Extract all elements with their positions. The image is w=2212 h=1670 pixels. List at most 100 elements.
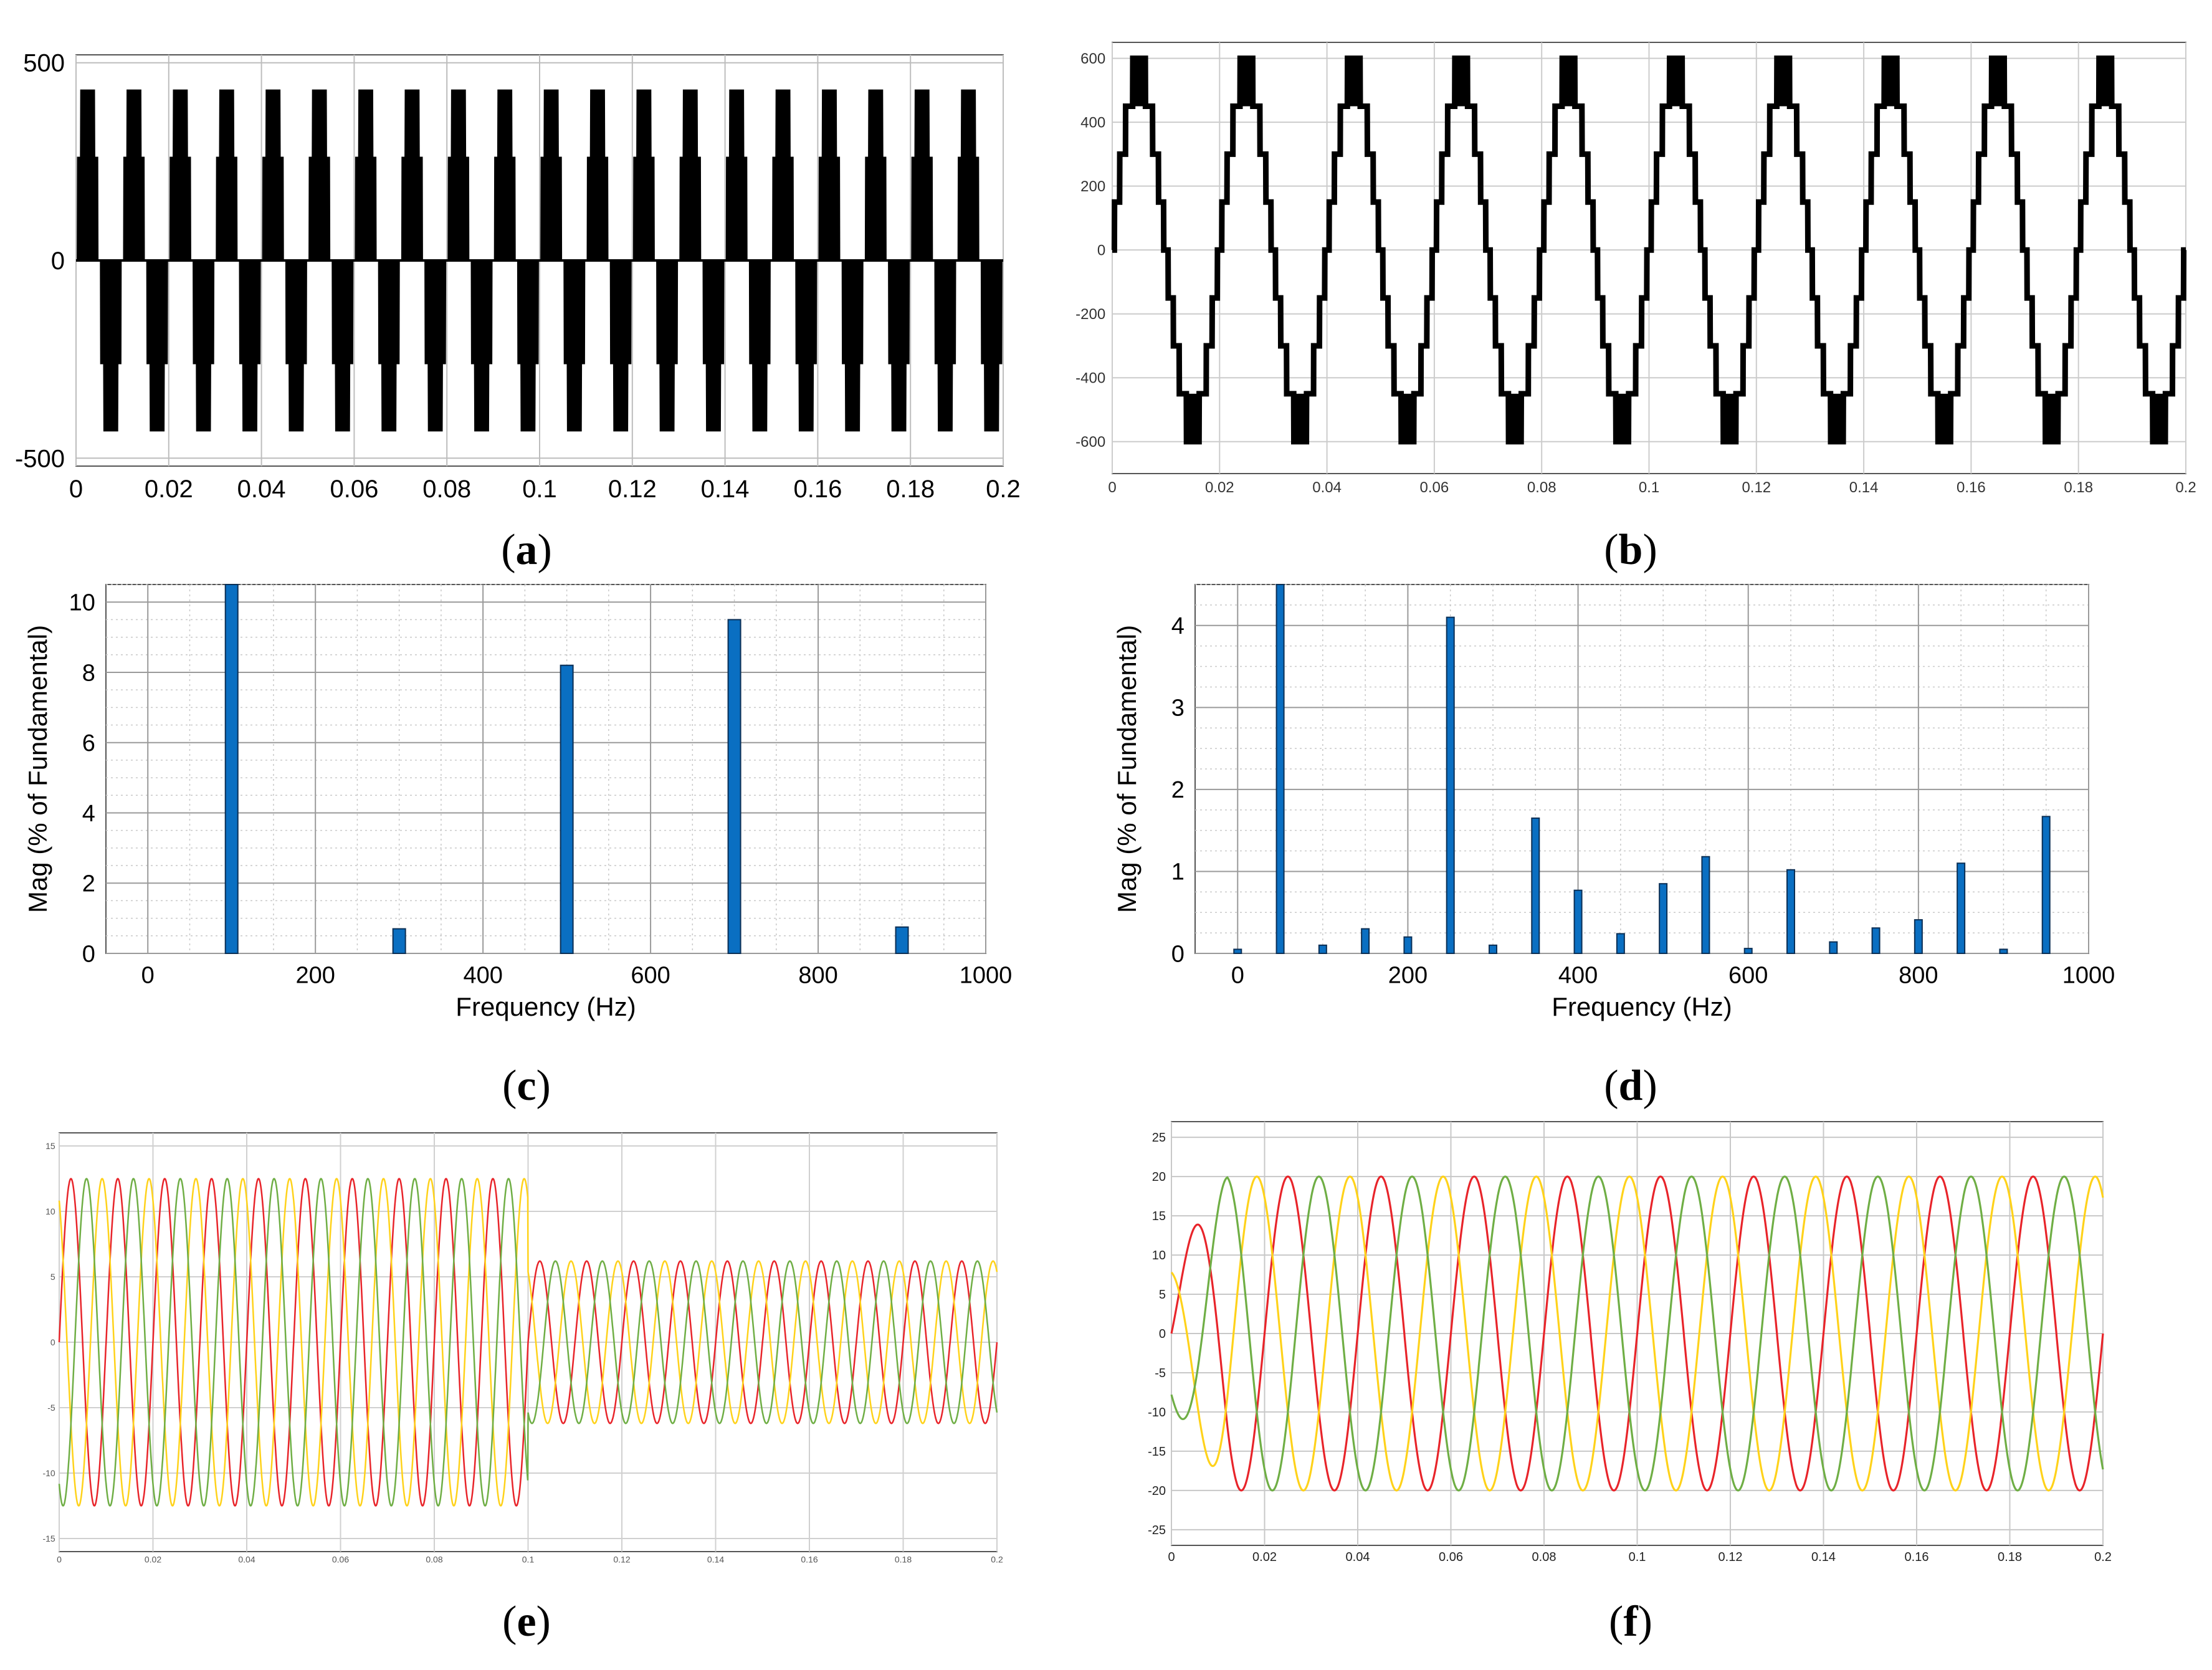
x-tick-label: 0.16 bbox=[1905, 1550, 1929, 1564]
y-tick-label: 4 bbox=[82, 801, 95, 827]
x-tick-label: 200 bbox=[295, 963, 335, 989]
x-tick-label: 0.16 bbox=[793, 475, 842, 503]
x-tick-label: 0 bbox=[141, 963, 155, 989]
panel-f-three-phase-current: 0 0.02 0.04 0.06 0.08 0.1 0.12 0.14 0.16 0.18 0.2 -… bbox=[1148, 1121, 2112, 1564]
x-tick-label: 0.1 bbox=[1629, 1550, 1646, 1564]
panel-d-harmonic-spectrum: 0 200 400 600 800 1000 0 1 2 3 4 Frequency (Hz) Mag … bbox=[1112, 584, 2115, 1021]
x-tick-label: 600 bbox=[631, 963, 670, 989]
harmonic-bar bbox=[1957, 862, 1966, 955]
y-tick-label: -200 bbox=[1075, 306, 1105, 323]
y-tick-label: 0 bbox=[50, 1337, 55, 1347]
y-tick-label: 25 bbox=[1152, 1131, 1166, 1145]
panel-a-voltage-waveform: 0 0.02 0.04 0.06 0.08 0.1 0.12 0.14 0.16 0.18 0.2 -… bbox=[15, 50, 1021, 503]
negative-peak-band bbox=[1937, 393, 1951, 442]
x-tick-label: 0.1 bbox=[522, 1555, 535, 1565]
x-tick-label: 0.12 bbox=[1742, 479, 1771, 496]
harmonic-bar bbox=[1446, 616, 1455, 954]
y-tick-label: 5 bbox=[50, 1272, 55, 1282]
series-phase-a bbox=[1170, 1175, 2104, 1492]
y-tick-label: 500 bbox=[23, 50, 65, 77]
x-tick-label: 0.02 bbox=[1252, 1550, 1277, 1564]
x-tick-label: 0.02 bbox=[145, 1555, 161, 1565]
x-tick-label: 0.06 bbox=[1439, 1550, 1463, 1564]
series-voltage bbox=[1111, 55, 2187, 445]
x-tick-label: 0 bbox=[1108, 479, 1116, 496]
y-tick-label: 200 bbox=[1080, 178, 1105, 195]
harmonic-bar bbox=[1531, 817, 1540, 955]
y-tick-label: 0 bbox=[1097, 242, 1105, 259]
y-tick-label: -15 bbox=[42, 1534, 55, 1544]
y-axis-label: Mag (% of Fundamental) bbox=[1112, 625, 1142, 913]
x-tick-label: 0.1 bbox=[522, 475, 557, 503]
x-axis-label: Frequency (Hz) bbox=[1552, 992, 1732, 1021]
negative-peak-band bbox=[1616, 393, 1629, 442]
harmonic-bar bbox=[224, 584, 239, 954]
negative-peak-band bbox=[1401, 393, 1414, 442]
harmonic-bar bbox=[2041, 816, 2051, 955]
harmonic-bar bbox=[1786, 869, 1795, 955]
harmonic-bar bbox=[1233, 948, 1242, 955]
x-tick-label: 0.06 bbox=[332, 1555, 349, 1565]
harmonic-bar bbox=[1275, 584, 1285, 954]
y-tick-label: 400 bbox=[1080, 115, 1105, 131]
x-tick-label: 0.1 bbox=[1639, 479, 1659, 496]
panel-c-label: (c) bbox=[502, 1062, 551, 1110]
x-tick-label: 0.08 bbox=[426, 1555, 442, 1565]
x-tick-label: 800 bbox=[798, 963, 837, 989]
x-tick-label: 0.14 bbox=[707, 1555, 724, 1565]
harmonic-bar bbox=[560, 664, 574, 954]
positive-peak-band bbox=[1347, 58, 1361, 107]
negative-peak-band bbox=[2152, 393, 2166, 442]
panel-c-harmonic-spectrum: 0 200 400 600 800 1000 0 2 4 6 8 10 Frequency (Hz) Ma… bbox=[23, 584, 1012, 1021]
x-tick-label: 0 bbox=[1231, 963, 1244, 989]
y-tick-label: 15 bbox=[45, 1141, 55, 1151]
x-tick-label: 0.02 bbox=[145, 475, 193, 503]
x-tick-label: 0.2 bbox=[986, 475, 1021, 503]
y-axis-label: Mag (% of Fundamental) bbox=[23, 625, 52, 913]
x-tick-label: 0.2 bbox=[991, 1555, 1003, 1565]
positive-peak-band bbox=[1991, 58, 2005, 107]
x-tick-label: 200 bbox=[1388, 963, 1428, 989]
y-tick-label: 0 bbox=[51, 247, 65, 275]
y-tick-label: -5 bbox=[47, 1403, 55, 1413]
x-tick-label: 0.12 bbox=[613, 1555, 630, 1565]
positive-peak-band bbox=[1669, 58, 1682, 107]
y-tick-label: 8 bbox=[82, 660, 95, 686]
y-tick-label: 5 bbox=[1159, 1288, 1166, 1302]
harmonic-bar bbox=[1829, 941, 1838, 955]
x-tick-label: 0.04 bbox=[1312, 479, 1342, 496]
series-phase-a bbox=[58, 1178, 998, 1507]
x-tick-label: 0.14 bbox=[1849, 479, 1879, 496]
harmonic-bar bbox=[1616, 933, 1625, 954]
y-tick-label: -5 bbox=[1155, 1367, 1166, 1380]
y-tick-label: -15 bbox=[1148, 1445, 1166, 1459]
y-tick-label: -400 bbox=[1075, 370, 1105, 387]
y-tick-label: 0 bbox=[1171, 941, 1185, 967]
series-phase-b bbox=[1170, 1175, 2104, 1492]
positive-peak-band bbox=[1132, 58, 1146, 107]
y-tick-label: 0 bbox=[82, 941, 95, 967]
x-tick-label: 0.2 bbox=[2175, 479, 2196, 496]
harmonic-bar bbox=[895, 926, 909, 954]
x-tick-label: 0.04 bbox=[238, 1555, 255, 1565]
y-tick-label: -25 bbox=[1148, 1524, 1166, 1537]
x-tick-label: 0.14 bbox=[701, 475, 750, 503]
x-tick-label: 400 bbox=[1558, 963, 1598, 989]
y-tick-label: 10 bbox=[1152, 1249, 1166, 1262]
harmonic-bar bbox=[1318, 944, 1327, 955]
y-tick-label: 1 bbox=[1171, 859, 1185, 885]
positive-peak-band bbox=[2099, 58, 2112, 107]
x-tick-label: 0.16 bbox=[1957, 479, 1986, 496]
panel-b-label: (b) bbox=[1604, 526, 1657, 574]
y-tick-label: 600 bbox=[1080, 50, 1105, 67]
panel-d-label: (d) bbox=[1604, 1062, 1657, 1110]
positive-peak-band bbox=[1240, 58, 1253, 107]
x-tick-label: 600 bbox=[1728, 963, 1768, 989]
x-tick-label: 1000 bbox=[960, 963, 1013, 989]
negative-peak-band bbox=[2045, 393, 2058, 442]
x-tick-label: 1000 bbox=[2062, 963, 2115, 989]
y-tick-label: 0 bbox=[1159, 1327, 1166, 1341]
harmonic-bar bbox=[1659, 883, 1668, 954]
y-tick-label: -500 bbox=[15, 445, 65, 472]
